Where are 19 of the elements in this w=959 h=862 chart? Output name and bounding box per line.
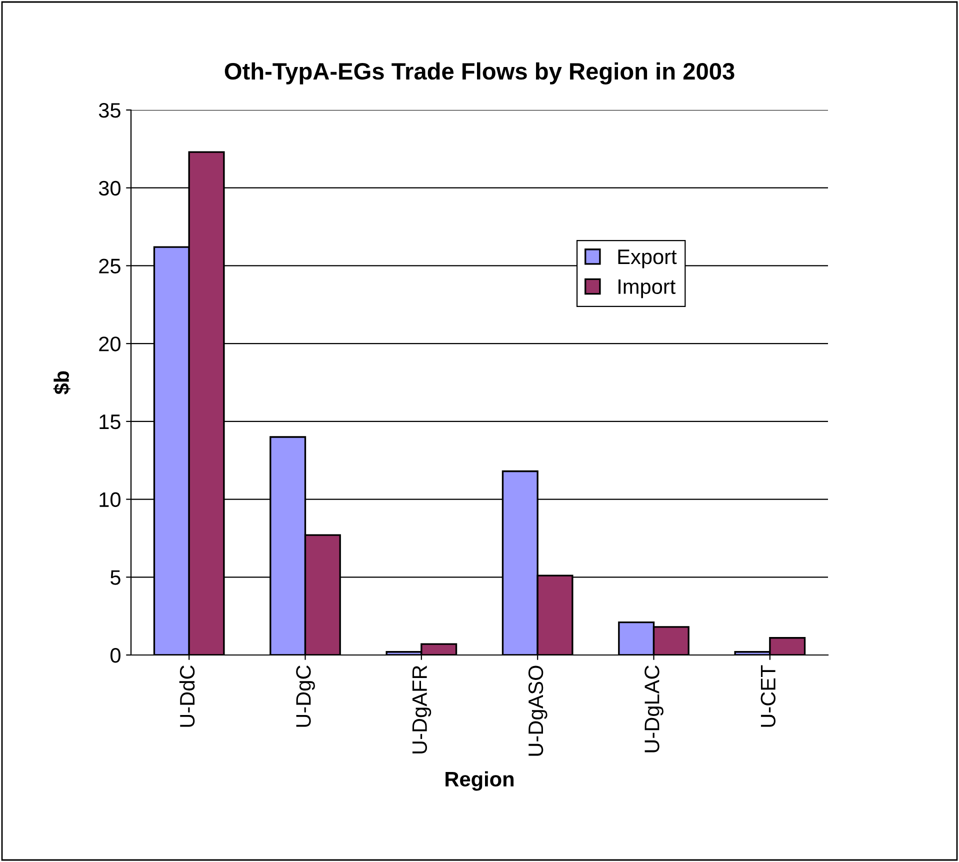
y-axis-title: $b — [53, 371, 70, 394]
x-tick-label: U-DgLAC — [644, 666, 664, 752]
y-tick-label: 0 — [110, 648, 120, 663]
y-tick-label: 10 — [100, 492, 120, 508]
y-tick-label: 5 — [110, 570, 120, 585]
x-tick-label: U-DgAFR — [412, 666, 432, 754]
x-axis-title: Region — [446, 771, 514, 791]
y-tick-label: 25 — [99, 258, 120, 274]
x-tick-label: U-DdC — [179, 666, 195, 727]
x-tick-label: U-CET — [760, 665, 776, 727]
y-tick-label: 15 — [100, 414, 120, 430]
y-tick-label: 35 — [98, 103, 120, 118]
y-tick-label: 20 — [99, 336, 120, 352]
legend-label: Import — [618, 279, 676, 298]
x-tick-label: U-DgC — [296, 666, 315, 727]
legend-label: Export — [618, 250, 677, 268]
y-tick-label: 30 — [98, 180, 120, 196]
chart-title: Oth-TypA-EGs Trade Flows by Region in 2003 — [224, 62, 734, 84]
x-tick-label: U-DgASO — [528, 666, 548, 756]
